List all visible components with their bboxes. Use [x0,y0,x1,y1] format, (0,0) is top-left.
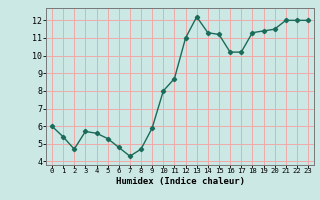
X-axis label: Humidex (Indice chaleur): Humidex (Indice chaleur) [116,177,244,186]
